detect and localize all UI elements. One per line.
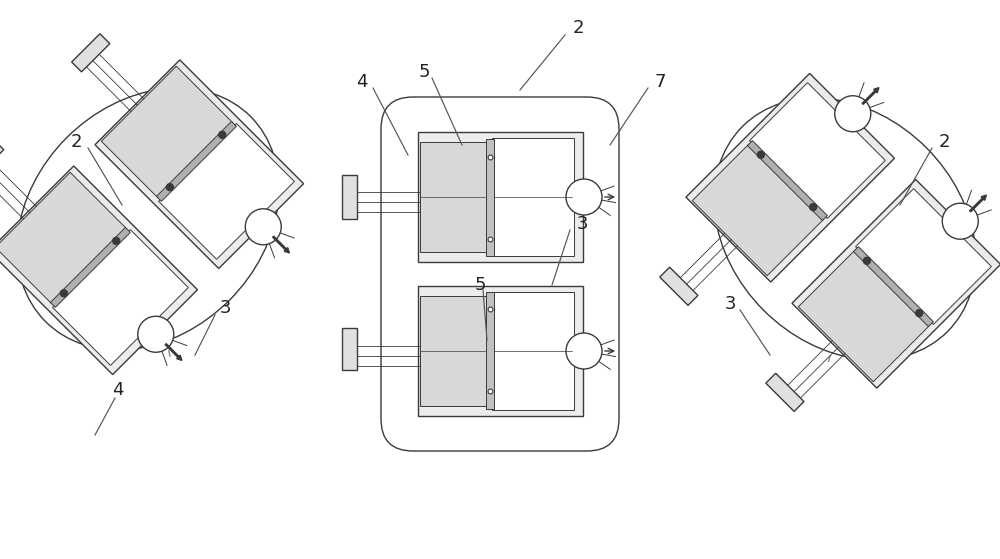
Text: 3: 3 <box>219 299 231 317</box>
Bar <box>792 179 1000 388</box>
FancyArrow shape <box>862 88 879 105</box>
Bar <box>853 247 933 326</box>
Bar <box>159 124 294 259</box>
Bar <box>686 73 894 282</box>
FancyArrow shape <box>273 236 289 253</box>
Text: 2: 2 <box>938 133 950 151</box>
Bar <box>342 175 357 219</box>
Text: 4: 4 <box>356 73 368 91</box>
Bar <box>342 328 357 370</box>
Circle shape <box>138 316 174 352</box>
Bar <box>418 132 583 262</box>
Ellipse shape <box>714 98 976 360</box>
Bar <box>486 292 494 409</box>
Circle shape <box>810 203 817 211</box>
FancyArrow shape <box>970 195 986 212</box>
Circle shape <box>942 203 978 239</box>
Text: 5: 5 <box>418 63 430 81</box>
Bar <box>53 230 188 366</box>
Bar <box>0 166 197 375</box>
Circle shape <box>566 179 602 215</box>
Bar <box>418 286 583 416</box>
Bar <box>692 144 824 276</box>
Text: 2: 2 <box>70 133 82 151</box>
Text: 4: 4 <box>112 381 124 399</box>
Bar <box>50 228 130 307</box>
Bar <box>856 189 991 324</box>
Bar <box>0 172 127 304</box>
Bar <box>156 121 236 201</box>
Text: 2: 2 <box>572 19 584 37</box>
Text: 7: 7 <box>654 73 666 91</box>
Circle shape <box>757 151 764 158</box>
Ellipse shape <box>17 88 279 350</box>
Circle shape <box>245 209 281 245</box>
Bar <box>72 34 110 72</box>
Bar <box>492 292 574 410</box>
Circle shape <box>60 290 67 297</box>
Circle shape <box>113 238 120 244</box>
Text: 3: 3 <box>724 295 736 313</box>
Bar <box>750 83 885 219</box>
Bar <box>747 141 827 220</box>
Bar <box>0 140 4 178</box>
Circle shape <box>166 184 173 191</box>
FancyBboxPatch shape <box>381 97 619 451</box>
Bar <box>798 250 930 382</box>
Bar <box>660 267 698 305</box>
Circle shape <box>916 310 923 316</box>
Bar <box>492 138 574 256</box>
Bar <box>420 142 488 252</box>
Bar <box>766 373 804 411</box>
Circle shape <box>863 257 870 264</box>
Circle shape <box>219 131 226 139</box>
Bar <box>101 67 233 198</box>
Circle shape <box>835 96 871 132</box>
Text: 3: 3 <box>576 215 588 233</box>
Circle shape <box>566 333 602 369</box>
Bar <box>486 139 494 256</box>
FancyArrow shape <box>165 344 182 361</box>
Bar <box>95 60 304 268</box>
Bar <box>420 296 488 406</box>
Text: 5: 5 <box>474 276 486 294</box>
